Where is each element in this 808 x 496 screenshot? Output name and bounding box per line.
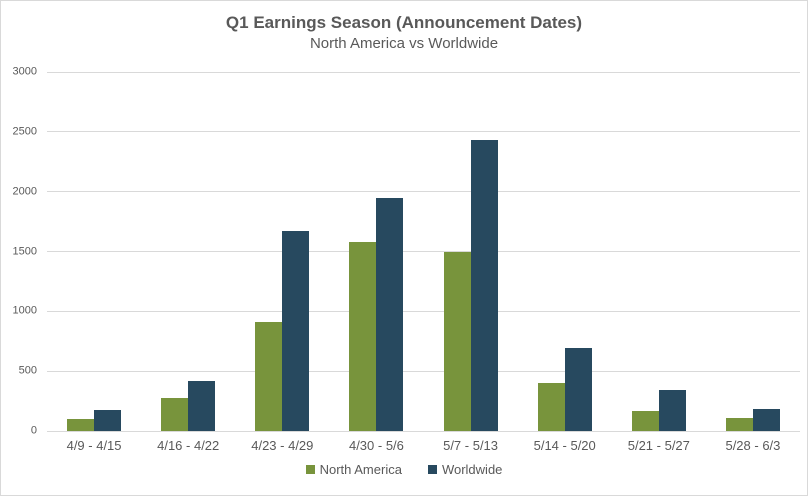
bar-north-america-5-14-5-20 bbox=[537, 383, 565, 431]
gridline-3000 bbox=[47, 71, 800, 73]
bar-groups bbox=[47, 72, 800, 431]
bar-north-america-5-28-6-3 bbox=[725, 418, 753, 431]
bar-north-america-4-9-4-15 bbox=[67, 419, 95, 431]
x-tick-label-4-30-5-6: 4/30 - 5/6 bbox=[348, 438, 404, 453]
y-tick-label-3000: 3000 bbox=[12, 65, 37, 78]
plot-area bbox=[47, 71, 800, 432]
bar-worldwide-5-28-6-3 bbox=[752, 409, 780, 431]
legend-item-worldwide: Worldwide bbox=[427, 462, 503, 477]
chart-title: Q1 Earnings Season (Announcement Dates) bbox=[225, 13, 583, 32]
y-tick-label-1000: 1000 bbox=[12, 304, 37, 317]
bar-worldwide-5-7-5-13 bbox=[470, 140, 498, 431]
bar-north-america-4-23-4-29 bbox=[255, 322, 283, 431]
bar-worldwide-4-30-5-6 bbox=[376, 198, 404, 431]
x-tick-label-5-28-6-3: 5/28 - 6/3 bbox=[725, 438, 781, 453]
bar-group-4-16-4-22 bbox=[141, 72, 235, 431]
gridline-1000 bbox=[47, 310, 800, 312]
bar-north-america-4-30-5-6 bbox=[349, 241, 377, 431]
bar-group-5-21-5-27 bbox=[612, 72, 706, 431]
bar-worldwide-5-21-5-27 bbox=[658, 389, 686, 431]
gridline-0 bbox=[47, 430, 800, 432]
bar-north-america-4-16-4-22 bbox=[161, 398, 189, 431]
gridline-1500 bbox=[47, 251, 800, 252]
bar-worldwide-4-16-4-22 bbox=[188, 380, 216, 431]
bar-worldwide-4-9-4-15 bbox=[94, 410, 122, 431]
x-tick-label-5-7-5-13: 5/7 - 5/13 bbox=[443, 438, 499, 453]
legend-item-north-america: North America bbox=[305, 462, 402, 477]
x-tick-label-5-14-5-20: 5/14 - 5/20 bbox=[533, 438, 596, 453]
bar-worldwide-5-14-5-20 bbox=[564, 348, 592, 431]
bar-group-5-14-5-20 bbox=[518, 72, 612, 431]
y-tick-label-2500: 2500 bbox=[12, 125, 37, 138]
y-tick-label-1500: 1500 bbox=[12, 245, 37, 257]
y-tick-label-0: 0 bbox=[30, 424, 37, 437]
bar-group-4-30-5-6 bbox=[329, 72, 423, 431]
bar-north-america-5-7-5-13 bbox=[443, 251, 471, 431]
bar-group-4-9-4-15 bbox=[47, 72, 141, 431]
bar-group-5-7-5-13 bbox=[424, 72, 518, 431]
gridline-500 bbox=[47, 370, 800, 372]
x-tick-label-4-16-4-22: 4/16 - 4/22 bbox=[157, 438, 220, 453]
legend-label-north-america: North America bbox=[319, 462, 402, 477]
bar-group-4-23-4-29 bbox=[235, 72, 329, 431]
y-tick-label-500: 500 bbox=[18, 364, 37, 377]
x-tick-label-4-23-4-29: 4/23 - 4/29 bbox=[251, 438, 314, 453]
gridline-2000 bbox=[47, 191, 800, 193]
legend-swatch-worldwide bbox=[427, 465, 437, 474]
x-tick-label-4-9-4-15: 4/9 - 4/15 bbox=[66, 438, 122, 453]
legend-label-worldwide: Worldwide bbox=[441, 462, 503, 477]
legend-swatch-north-america bbox=[305, 465, 315, 474]
y-axis: 0 500 1000 1500 2000 2500 3000 bbox=[1, 66, 41, 436]
bar-north-america-5-21-5-27 bbox=[631, 411, 659, 431]
x-tick-label-5-21-5-27: 5/21 - 5/27 bbox=[627, 438, 690, 453]
x-axis: 4/9 - 4/15 4/16 - 4/22 4/23 - 4/29 4/30 - 5… bbox=[47, 438, 800, 453]
legend: North America Worldwide bbox=[1, 463, 807, 476]
bar-worldwide-4-23-4-29 bbox=[282, 231, 310, 431]
gridline-2500 bbox=[47, 131, 800, 133]
bar-group-5-28-6-3 bbox=[706, 72, 800, 431]
chart-subtitle: North America vs Worldwide bbox=[309, 35, 499, 52]
y-tick-label-2000: 2000 bbox=[12, 185, 37, 198]
